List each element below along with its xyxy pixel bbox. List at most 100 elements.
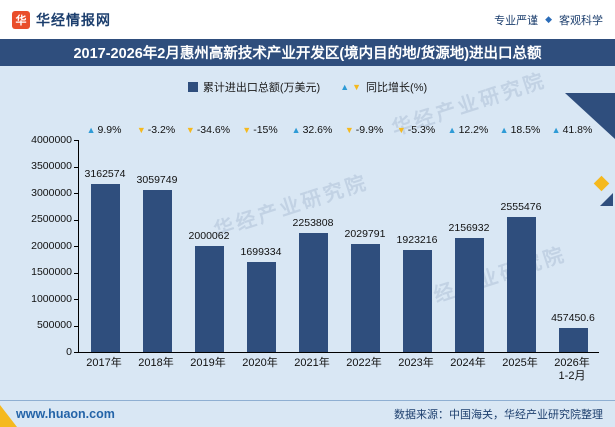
site-link[interactable]: www.huaon.com	[16, 407, 115, 421]
growth-labels-row: ▲ 9.9% ▼ -3.2% ▼ -34.6% ▼ -15% ▲ 32.6% ▼ -9.9% ▼ -5.3…	[78, 124, 598, 136]
y-axis-tick	[74, 140, 78, 141]
growth-label: ▲ 32.6%	[291, 124, 333, 136]
growth-label: ▼ -3.2%	[136, 124, 176, 136]
x-axis-label: 2021年	[294, 357, 330, 369]
brand-logo-icon: 华	[12, 10, 30, 29]
down-triangle-icon: ▼	[185, 125, 195, 135]
bar	[558, 328, 588, 352]
y-axis-tick	[74, 352, 78, 353]
bar-value-label: 1699334	[240, 246, 282, 258]
y-axis-tick	[74, 272, 78, 274]
side-decoration-triangle	[600, 193, 613, 206]
footer: www.huaon.com 数据来源：中国海关，华经产业研究院整理	[0, 400, 615, 427]
up-triangle-icon: ▲	[447, 125, 457, 135]
slogan-right: 客观科学	[559, 14, 603, 27]
y-axis-tick	[74, 246, 78, 247]
down-triangle-icon: ▼	[344, 125, 354, 135]
bar-column: 2253808	[287, 140, 339, 352]
x-axis-label: 2023年	[398, 357, 434, 369]
y-axis-label: 1500000	[31, 266, 72, 278]
bar-value-label: 3059749	[136, 174, 178, 186]
growth-label: ▲ 41.8%	[551, 124, 593, 136]
bar-column: 2555476	[495, 140, 547, 352]
x-axis-label: 2018年	[138, 357, 174, 369]
bar-value-label: 2000062	[188, 230, 230, 242]
slogan-left: 专业严谨	[494, 14, 539, 27]
y-axis-label: 3000000	[31, 186, 72, 199]
x-axis-label: 2019年	[190, 357, 226, 369]
bar-value-label: 3162574	[84, 168, 126, 180]
bar-legend-label: 累计进出口总额(万美元)	[202, 82, 321, 94]
y-axis-tick	[74, 325, 78, 327]
corner-decoration-top-right	[565, 93, 615, 139]
bars-row: 3162574 3059749 2000062 1699334 2253808 20297…	[79, 140, 599, 352]
bar-column: 3162574	[79, 140, 131, 352]
y-axis-tick	[74, 219, 78, 221]
bar-value-label: 2253808	[292, 217, 334, 229]
up-triangle-icon: ▲	[499, 125, 509, 135]
growth-label: ▼ -9.9%	[344, 124, 384, 136]
y-axis-tick	[74, 299, 78, 300]
site-header: 华 华经情报网 专业严谨 ◆ 客观科学	[0, 0, 615, 39]
x-axis-label: 2025年	[502, 357, 538, 369]
up-triangle-icon: ▲	[291, 125, 301, 135]
legend-down-icon: ▼	[352, 82, 362, 92]
growth-label: ▼ -5.3%	[396, 124, 436, 136]
bar-column: 1699334	[235, 140, 287, 352]
down-triangle-icon: ▼	[396, 125, 406, 135]
data-source: 数据来源：中国海关，华经产业研究院整理	[394, 409, 603, 421]
y-axis-label: 0	[66, 345, 72, 358]
up-triangle-icon: ▲	[551, 125, 561, 135]
bar-value-label: 2029791	[344, 228, 386, 240]
plot-area: 3162574 3059749 2000062 1699334 2253808 20297…	[78, 140, 599, 353]
bar-column: 3059749	[131, 140, 183, 352]
bar-column: 2029791	[339, 140, 391, 352]
legend-up-icon: ▲	[340, 82, 350, 92]
growth-label: ▼ -15%	[242, 124, 278, 136]
bar-value-label: 2555476	[500, 201, 542, 213]
bar-column: 2000062	[183, 140, 235, 352]
y-axis-label: 4000000	[31, 133, 72, 146]
growth-label: ▲ 9.9%	[86, 124, 122, 136]
y-axis-label: 500000	[36, 319, 72, 331]
y-axis-label: 1000000	[31, 292, 72, 305]
bar	[298, 233, 328, 352]
growth-label: ▲ 12.2%	[447, 124, 489, 136]
bar-legend-swatch	[187, 82, 198, 92]
growth-label: ▲ 18.5%	[499, 124, 541, 136]
x-axis-label: 2017年	[86, 357, 122, 369]
bar	[246, 262, 276, 352]
header-slogan: 专业严谨 ◆ 客观科学	[494, 12, 603, 28]
down-triangle-icon: ▼	[136, 125, 146, 135]
y-axis-label: 3500000	[31, 160, 72, 172]
bar-value-label: 2156932	[448, 222, 490, 234]
brand-name: 华经情报网	[36, 11, 111, 28]
up-triangle-icon: ▲	[86, 125, 96, 135]
y-axis-tick	[74, 166, 78, 168]
y-axis-label: 2500000	[31, 213, 72, 225]
chart-title: 2017-2026年2月惠州高新技术产业开发区(境内目的地/货源地)进出口总额	[73, 46, 542, 62]
bar	[194, 246, 224, 352]
x-axis-label: 2024年	[450, 357, 486, 369]
x-axis-label: 2022年	[346, 357, 382, 369]
chart-title-bar: 2017-2026年2月惠州高新技术产业开发区(境内目的地/货源地)进出口总额	[0, 39, 615, 66]
bar	[506, 217, 536, 352]
x-axis-label: 2020年	[242, 357, 278, 369]
bar-column: 1923216	[391, 140, 443, 352]
x-axis: 2017年 2018年 2019年 2020年 2021年 2022年 2023年 2024年…	[78, 357, 598, 383]
bar	[142, 190, 172, 352]
bar	[90, 184, 120, 352]
brand[interactable]: 华 华经情报网	[12, 10, 111, 30]
growth-label: ▼ -34.6%	[185, 124, 231, 136]
bar	[402, 250, 432, 352]
bar-column: 2156932	[443, 140, 495, 352]
legend-item-total: 累计进出口总额(万美元)	[187, 79, 321, 95]
growth-legend-label: 同比增长(%)	[366, 82, 428, 94]
bar-column: 457450.6	[547, 140, 599, 352]
x-axis-label: 2026年 1-2月	[554, 357, 590, 383]
bar-value-label: 1923216	[396, 234, 438, 246]
diamond-icon: ◆	[545, 14, 552, 24]
corner-decoration-bottom-left	[0, 405, 17, 427]
legend: 累计进出口总额(万美元) ▲ ▼ 同比增长(%)	[0, 79, 615, 95]
